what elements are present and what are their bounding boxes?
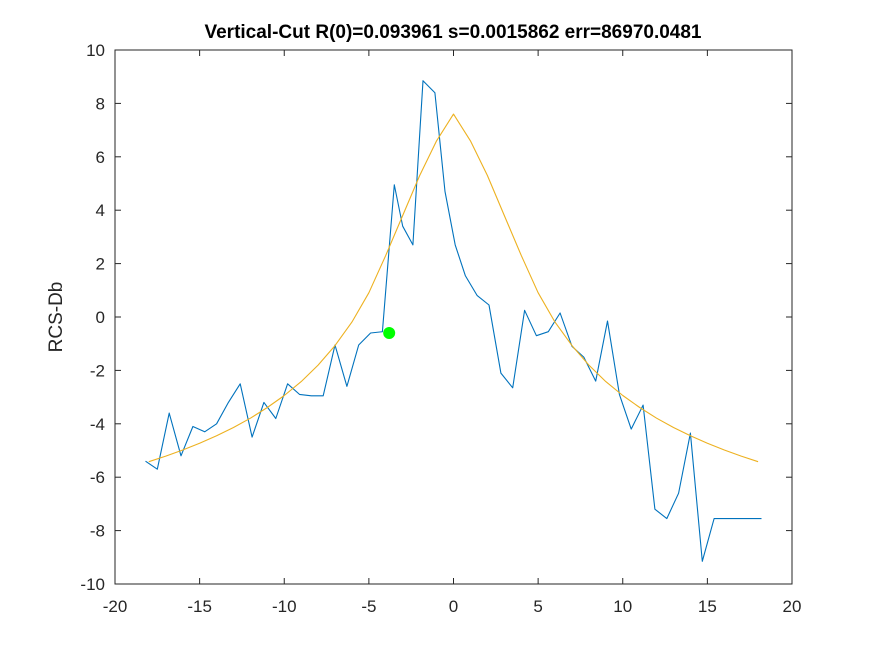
marker-point	[383, 327, 396, 340]
y-tick-label: -4	[90, 415, 105, 434]
axes-background	[115, 50, 792, 584]
x-tick-label: 5	[533, 597, 542, 616]
y-axis: -10 -8 -6 -4 -2 0 2 4 6 8 10	[80, 41, 792, 594]
x-tick-label: 15	[698, 597, 717, 616]
y-tick-label: 8	[96, 94, 105, 113]
y-tick-label: 6	[96, 148, 105, 167]
y-tick-label: -8	[90, 522, 105, 541]
y-tick-label: -10	[80, 575, 105, 594]
x-tick-label: 0	[449, 597, 458, 616]
x-tick-label: -5	[361, 597, 376, 616]
y-tick-label: 2	[96, 255, 105, 274]
x-tick-label: 10	[613, 597, 632, 616]
chart-title: Vertical-Cut R(0)=0.093961 s=0.0015862 e…	[204, 22, 701, 43]
measured-series-line	[145, 80, 762, 562]
y-axis-label: RCS-Db	[46, 282, 67, 353]
x-tick-label: -10	[272, 597, 297, 616]
y-tick-label: 4	[96, 201, 105, 220]
y-tick-label: 10	[86, 41, 105, 60]
x-axis: -20 -15 -10 -5 0 5 10 15 20	[103, 50, 802, 616]
x-tick-label: -20	[103, 597, 128, 616]
series-layer	[145, 80, 762, 562]
y-tick-label: 0	[96, 308, 105, 327]
y-tick-label: -6	[90, 468, 105, 487]
fit-series-line	[148, 113, 759, 463]
x-tick-label: 20	[783, 597, 802, 616]
x-tick-label: -15	[187, 597, 212, 616]
y-tick-label: -2	[90, 361, 105, 380]
